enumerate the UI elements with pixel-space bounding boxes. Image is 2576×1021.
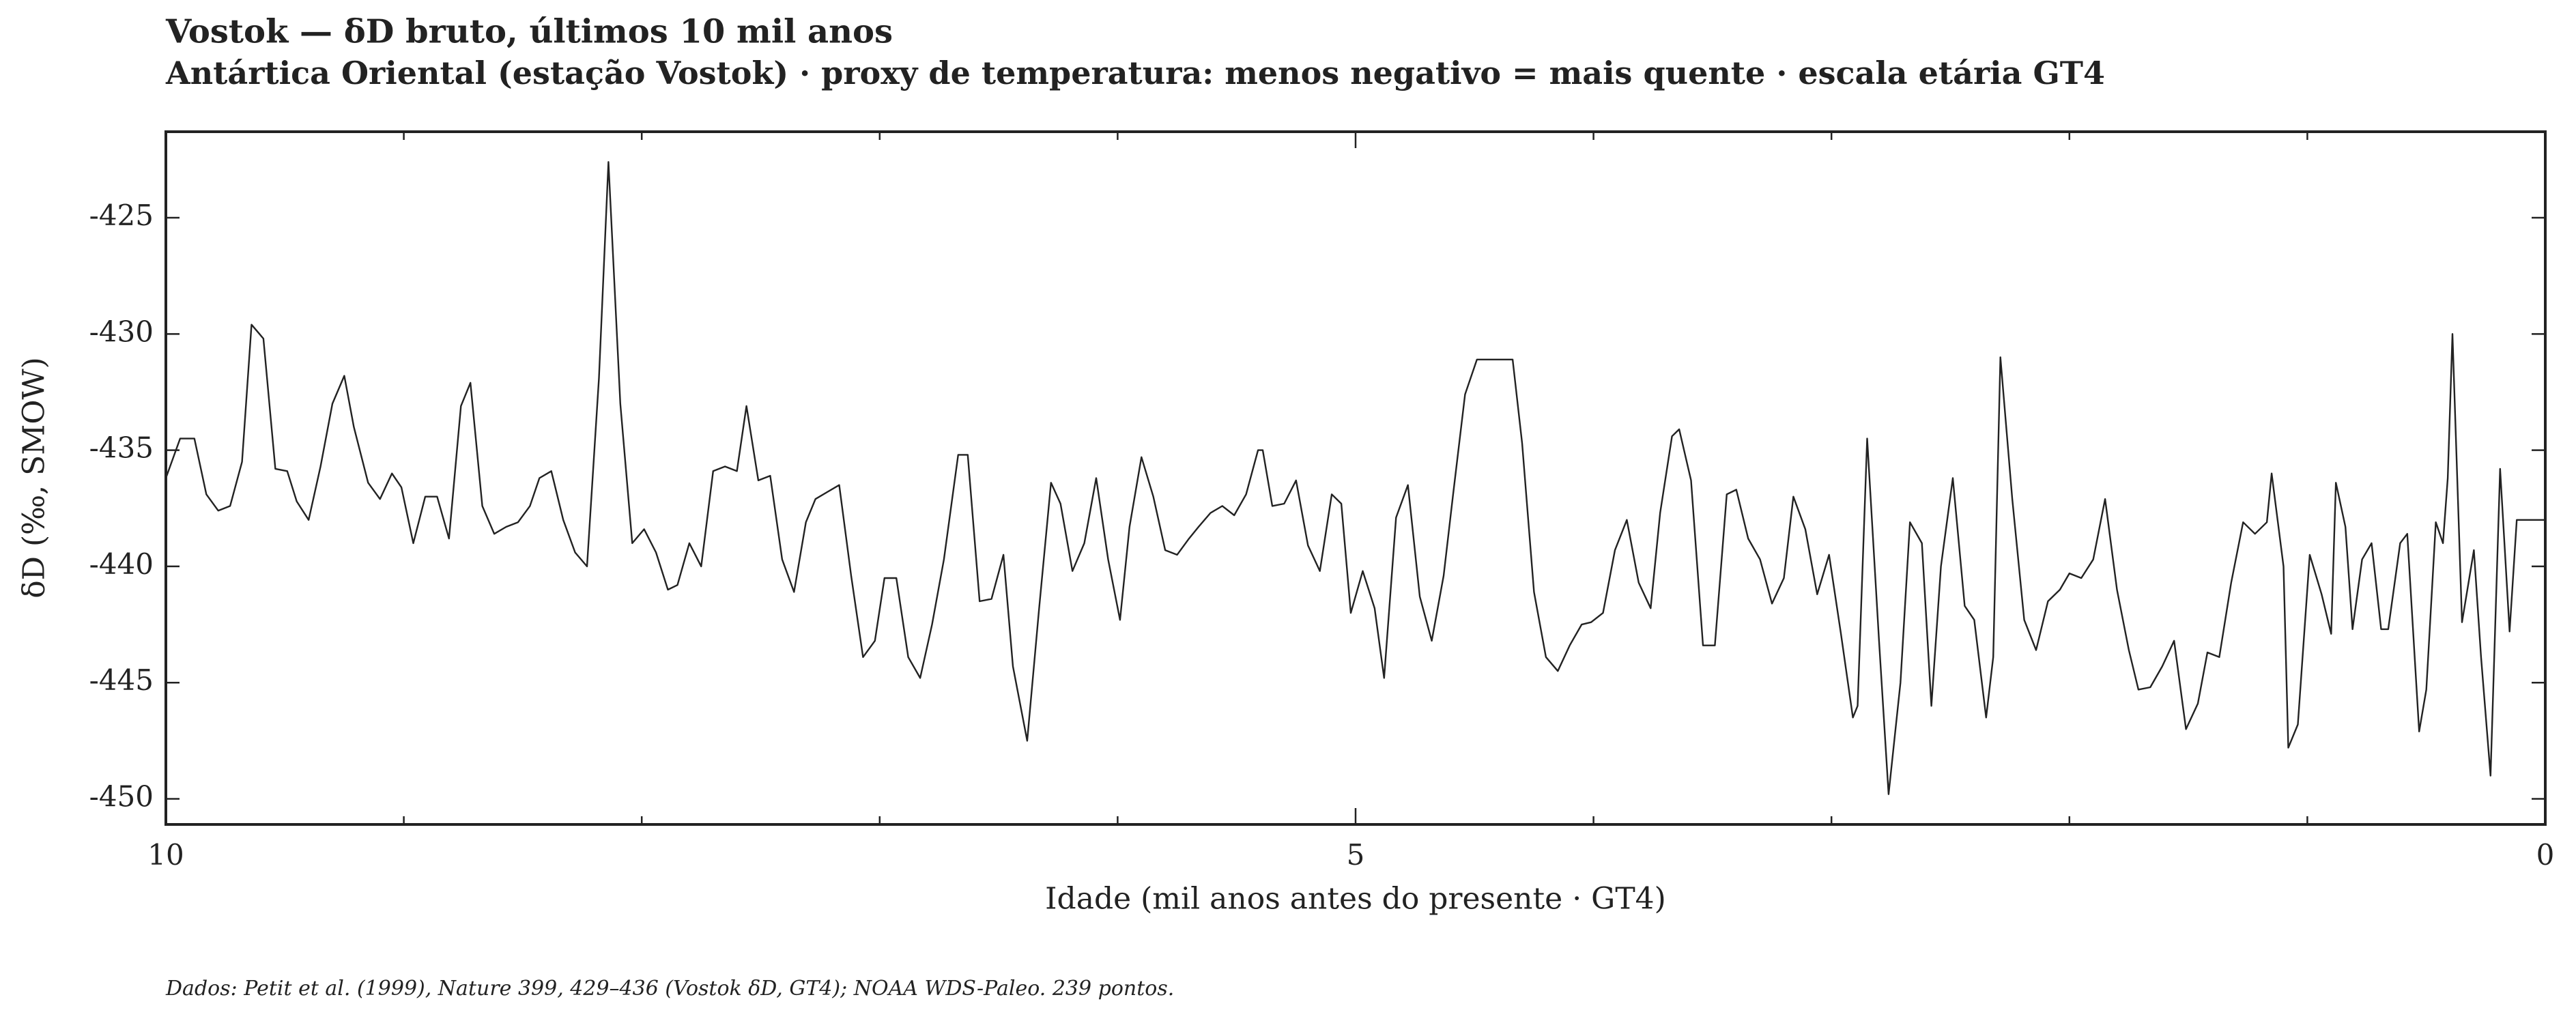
x-axis-label: Idade (mil anos antes do presente · GT4)	[1045, 882, 1666, 917]
chart-subtitle: Antártica Oriental (estação Vostok) · pr…	[165, 55, 2105, 91]
x-tick-label: 10	[147, 838, 184, 872]
y-axis-label: δD (‰, SMOW)	[17, 357, 52, 599]
data-line	[164, 161, 2545, 795]
y-tick-label: -450	[89, 780, 154, 814]
x-tick-label: 5	[1347, 838, 1365, 872]
y-tick-label: -425	[89, 199, 154, 232]
x-tick-label: 0	[2536, 838, 2555, 872]
chart-title: Vostok — δD bruto, últimos 10 mil anos	[165, 13, 893, 51]
y-tick-label: -435	[89, 431, 154, 465]
footnote: Dados: Petit et al. (1999), Nature 399, …	[165, 977, 1174, 1001]
y-tick-label: -440	[89, 547, 154, 581]
plot-frame	[164, 130, 2547, 826]
y-tick-label: -445	[89, 663, 154, 697]
y-tick-label: -430	[89, 315, 154, 348]
